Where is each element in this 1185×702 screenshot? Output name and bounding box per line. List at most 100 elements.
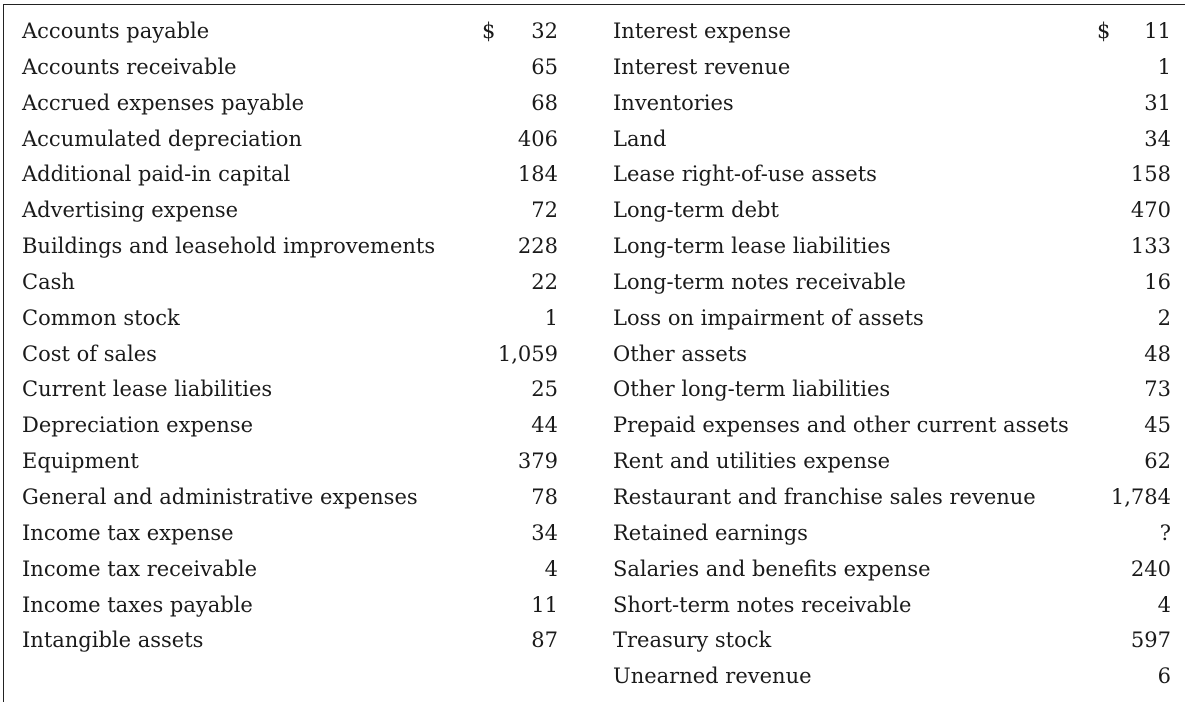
account-row: Intangible assets 87	[22, 622, 558, 658]
account-row: Advertising expense 72	[22, 192, 558, 228]
account-amount: 72	[531, 198, 558, 223]
account-row: Rent and utilities expense 62	[613, 443, 1171, 479]
account-row: Long-term debt 470	[613, 192, 1171, 228]
account-label: Long-term lease liabilities	[613, 234, 891, 259]
account-amount: 379	[517, 449, 558, 474]
account-amount: 597	[1130, 628, 1171, 653]
account-label: Other assets	[613, 341, 748, 366]
account-amount: 1,059	[497, 341, 558, 366]
account-label: Lease right-of-use assets	[613, 162, 877, 187]
account-amount: 184	[517, 162, 558, 187]
account-label: Treasury stock	[613, 628, 772, 653]
account-row: Accrued expenses payable 68	[22, 85, 558, 121]
account-amount: 32	[531, 19, 558, 43]
account-amount: 133	[1130, 234, 1171, 259]
account-label: Accumulated depreciation	[22, 126, 302, 151]
account-amount: 87	[531, 628, 558, 653]
account-amount: 34	[531, 520, 558, 545]
account-amount: 4	[544, 556, 558, 581]
account-label: Income taxes payable	[22, 592, 253, 617]
account-amount: 16	[1144, 269, 1171, 294]
account-label: Loss on impairment of assets	[613, 305, 924, 330]
account-amount: 45	[1144, 413, 1171, 438]
account-label: Long-term debt	[613, 198, 779, 223]
account-label: Buildings and leasehold improvements	[22, 234, 436, 259]
account-amount: 68	[531, 90, 558, 115]
account-amount: 1	[1157, 54, 1171, 79]
account-amount: 6	[1157, 664, 1171, 689]
account-label: Interest expense	[613, 19, 791, 43]
account-row: Accounts receivable 65	[22, 49, 558, 85]
currency-symbol: $	[1097, 19, 1111, 43]
account-row: Accounts payable $ 32	[22, 13, 558, 49]
account-label: Cost of sales	[22, 341, 157, 366]
account-row: Depreciation expense 44	[22, 407, 558, 443]
account-row: Long-term lease liabilities 133	[613, 228, 1171, 264]
account-amount: 1,784	[1110, 484, 1171, 509]
account-amount: 65	[531, 54, 558, 79]
account-label: Common stock	[22, 305, 180, 330]
right-account-column: Interest expense $ 11 Interest revenue 1…	[613, 13, 1171, 694]
account-row: Other assets 48	[613, 336, 1171, 372]
account-amount: 34	[1144, 126, 1171, 151]
account-row: Equipment 379	[22, 443, 558, 479]
account-amount: 406	[517, 126, 558, 151]
account-amount: 44	[531, 413, 558, 438]
account-label: Short-term notes receivable	[613, 592, 912, 617]
account-row: Salaries and benefits expense 240	[613, 551, 1171, 587]
account-row: Short-term notes receivable 4	[613, 587, 1171, 623]
account-row: Restaurant and franchise sales revenue 1…	[613, 479, 1171, 515]
account-label: Depreciation expense	[22, 413, 254, 438]
account-row: Loss on impairment of assets 2	[613, 300, 1171, 336]
account-label: Current lease liabilities	[22, 377, 273, 402]
account-row: Income tax expense 34	[22, 515, 558, 551]
account-label: Additional paid-in capital	[22, 162, 291, 187]
account-label: Accounts receivable	[22, 54, 237, 79]
account-row: Cash 22	[22, 264, 558, 300]
account-label: Prepaid expenses and other current asset…	[613, 413, 1069, 438]
account-label: Equipment	[22, 449, 139, 474]
account-label: Rent and utilities expense	[613, 449, 891, 474]
account-label: Land	[613, 126, 667, 151]
account-label: Income tax expense	[22, 520, 234, 545]
account-row: Long-term notes receivable 16	[613, 264, 1171, 300]
account-row: Prepaid expenses and other current asset…	[613, 407, 1171, 443]
account-row: Buildings and leasehold improvements 228	[22, 228, 558, 264]
account-label: Advertising expense	[22, 198, 239, 223]
account-label: Cash	[22, 269, 75, 294]
account-label: Income tax receivable	[22, 556, 258, 581]
account-amount: 228	[517, 234, 558, 259]
account-label: Retained earnings	[613, 520, 808, 545]
account-amount: 11	[531, 592, 558, 617]
account-amount: 11	[1144, 19, 1171, 43]
account-row: Interest revenue 1	[613, 49, 1171, 85]
account-amount: 78	[531, 484, 558, 509]
account-amount: 158	[1130, 162, 1171, 187]
account-row: Unearned revenue 6	[613, 658, 1171, 694]
account-label: Salaries and benefits expense	[613, 556, 931, 581]
account-amount: 31	[1144, 90, 1171, 115]
account-row: Additional paid-in capital 184	[22, 156, 558, 192]
account-label: Accounts payable	[22, 19, 210, 43]
account-row: Lease right-of-use assets 158	[613, 156, 1171, 192]
account-label: Inventories	[613, 90, 734, 115]
account-amount: 470	[1130, 198, 1171, 223]
account-row: Current lease liabilities 25	[22, 371, 558, 407]
account-label: Intangible assets	[22, 628, 204, 653]
account-amount: 62	[1144, 449, 1171, 474]
account-label: Unearned revenue	[613, 664, 812, 689]
account-row: Inventories 31	[613, 85, 1171, 121]
account-label: Long-term notes receivable	[613, 269, 906, 294]
account-amount: 2	[1157, 305, 1171, 330]
account-label: Restaurant and franchise sales revenue	[613, 484, 1036, 509]
account-amount: 4	[1157, 592, 1171, 617]
account-label: Interest revenue	[613, 54, 791, 79]
account-label: Other long-term liabilities	[613, 377, 891, 402]
account-amount: 240	[1130, 556, 1171, 581]
account-row: General and administrative expenses 78	[22, 479, 558, 515]
account-amount: 48	[1144, 341, 1171, 366]
account-row: Treasury stock 597	[613, 622, 1171, 658]
currency-symbol: $	[482, 19, 496, 43]
account-row: Accumulated depreciation 406	[22, 121, 558, 157]
account-amount: 73	[1144, 377, 1171, 402]
